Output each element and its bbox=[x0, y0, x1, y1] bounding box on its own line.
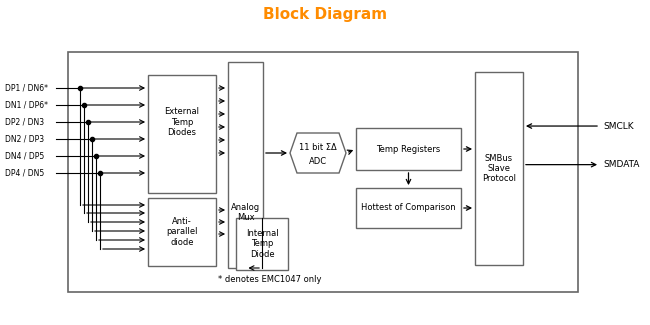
Bar bbox=[356, 188, 461, 228]
Text: * denotes EMC1047 only: * denotes EMC1047 only bbox=[218, 276, 322, 284]
Bar bbox=[68, 52, 578, 292]
Bar bbox=[356, 128, 461, 170]
Text: ADC: ADC bbox=[309, 157, 327, 165]
Bar bbox=[475, 72, 523, 265]
Text: Block Diagram: Block Diagram bbox=[263, 6, 387, 21]
Text: External
Temp
Diodes: External Temp Diodes bbox=[164, 107, 200, 137]
Bar bbox=[148, 75, 216, 193]
Text: DP1 / DN6*: DP1 / DN6* bbox=[5, 84, 48, 93]
Text: SMCLK: SMCLK bbox=[603, 122, 634, 131]
Text: 11 bit ΣΔ: 11 bit ΣΔ bbox=[299, 144, 337, 152]
Text: Hottest of Comparison: Hottest of Comparison bbox=[361, 203, 456, 213]
Text: Analog
Mux: Analog Mux bbox=[231, 203, 260, 222]
Bar bbox=[148, 198, 216, 266]
Text: SMBus
Slave
Protocol: SMBus Slave Protocol bbox=[482, 154, 516, 183]
Bar bbox=[228, 62, 263, 268]
Polygon shape bbox=[290, 133, 346, 173]
Text: Temp Registers: Temp Registers bbox=[376, 145, 441, 153]
Text: Internal
Temp
Diode: Internal Temp Diode bbox=[246, 229, 278, 259]
Text: Anti-
parallel
diode: Anti- parallel diode bbox=[166, 217, 198, 247]
Text: DN2 / DP3: DN2 / DP3 bbox=[5, 135, 44, 144]
Bar bbox=[236, 218, 288, 270]
Text: SMDATA: SMDATA bbox=[603, 160, 640, 169]
Text: DP2 / DN3: DP2 / DN3 bbox=[5, 118, 44, 126]
Text: DN4 / DP5: DN4 / DP5 bbox=[5, 151, 44, 161]
Text: DN1 / DP6*: DN1 / DP6* bbox=[5, 100, 48, 110]
Text: DP4 / DN5: DP4 / DN5 bbox=[5, 168, 44, 177]
